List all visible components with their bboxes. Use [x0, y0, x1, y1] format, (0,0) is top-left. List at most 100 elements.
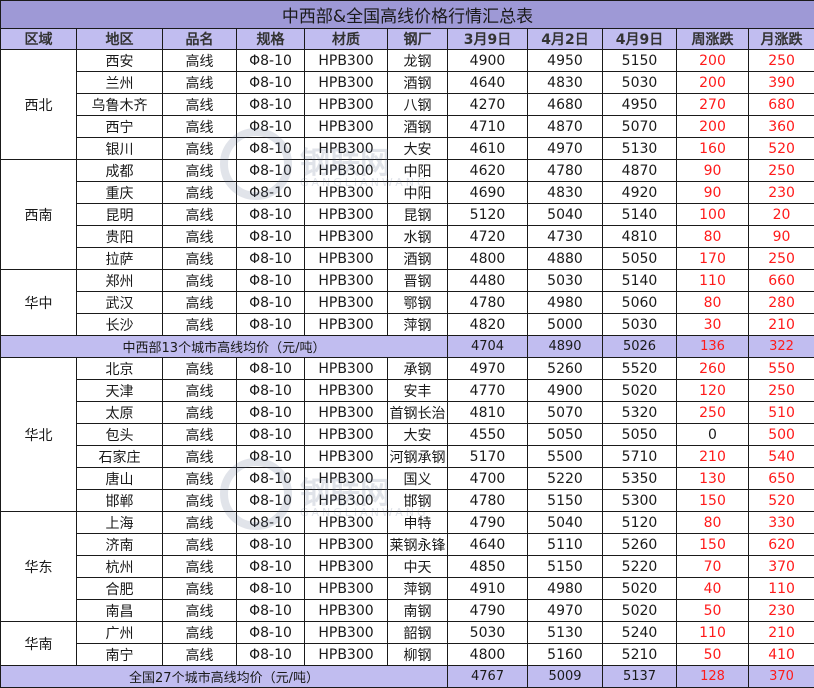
city-cell: 乌鲁木齐: [77, 94, 163, 116]
product-cell: 高线: [163, 490, 237, 512]
month-change-average: 370: [749, 666, 814, 688]
material-cell: HPB300: [305, 248, 388, 270]
spec-cell: Φ8-10: [237, 116, 305, 138]
month-change-cell: 410: [749, 644, 814, 666]
column-header: 4月9日: [603, 29, 677, 50]
week-change-cell: 270: [677, 94, 749, 116]
mill-cell: 大安: [388, 138, 448, 160]
apr9-cell: 5210: [603, 644, 677, 666]
spec-cell: Φ8-10: [237, 600, 305, 622]
spec-cell: Φ8-10: [237, 446, 305, 468]
material-cell: HPB300: [305, 622, 388, 644]
month-change-cell: 500: [749, 424, 814, 446]
week-change-cell: 120: [677, 380, 749, 402]
month-change-cell: 90: [749, 226, 814, 248]
apr9-cell: 5050: [603, 424, 677, 446]
week-change-cell: 0: [677, 424, 749, 446]
region-label: 华中: [1, 270, 77, 336]
month-change-cell: 230: [749, 600, 814, 622]
apr2-average: 4890: [528, 336, 603, 358]
city-cell: 合肥: [77, 578, 163, 600]
mill-cell: 酒钢: [388, 72, 448, 94]
product-cell: 高线: [163, 446, 237, 468]
product-cell: 高线: [163, 226, 237, 248]
mill-cell: 柳钢: [388, 644, 448, 666]
mill-cell: 安丰: [388, 380, 448, 402]
material-cell: HPB300: [305, 534, 388, 556]
week-change-cell: 200: [677, 50, 749, 72]
city-cell: 南昌: [77, 600, 163, 622]
mar9-cell: 4800: [448, 644, 528, 666]
region-label: 华北: [1, 358, 77, 512]
city-cell: 上海: [77, 512, 163, 534]
mar9-cell: 4770: [448, 380, 528, 402]
week-change-cell: 80: [677, 292, 749, 314]
mar9-cell: 5030: [448, 622, 528, 644]
product-cell: 高线: [163, 358, 237, 380]
week-change-average: 136: [677, 336, 749, 358]
mill-cell: 莱钢永锋: [388, 534, 448, 556]
product-cell: 高线: [163, 204, 237, 226]
material-cell: HPB300: [305, 358, 388, 380]
city-cell: 包头: [77, 424, 163, 446]
week-change-cell: 150: [677, 490, 749, 512]
month-change-cell: 390: [749, 72, 814, 94]
week-change-cell: 80: [677, 226, 749, 248]
week-change-cell: 30: [677, 314, 749, 336]
material-cell: HPB300: [305, 556, 388, 578]
apr9-cell: 5240: [603, 622, 677, 644]
apr9-cell: 4950: [603, 94, 677, 116]
apr2-cell: 5220: [528, 468, 603, 490]
product-cell: 高线: [163, 248, 237, 270]
spec-cell: Φ8-10: [237, 622, 305, 644]
spec-cell: Φ8-10: [237, 314, 305, 336]
region-label: 西南: [1, 160, 77, 270]
mill-cell: 鄂钢: [388, 292, 448, 314]
product-cell: 高线: [163, 270, 237, 292]
mar9-average: 4704: [448, 336, 528, 358]
product-cell: 高线: [163, 380, 237, 402]
column-header: 月涨跌: [749, 29, 814, 50]
apr9-cell: 5020: [603, 380, 677, 402]
city-cell: 长沙: [77, 314, 163, 336]
mill-cell: 韶钢: [388, 622, 448, 644]
month-change-cell: 230: [749, 182, 814, 204]
apr2-cell: 4730: [528, 226, 603, 248]
week-change-cell: 90: [677, 160, 749, 182]
material-cell: HPB300: [305, 314, 388, 336]
mar9-cell: 4810: [448, 402, 528, 424]
month-change-cell: 520: [749, 490, 814, 512]
material-cell: HPB300: [305, 182, 388, 204]
column-header: 3月9日: [448, 29, 528, 50]
week-change-cell: 80: [677, 512, 749, 534]
month-change-cell: 650: [749, 468, 814, 490]
material-cell: HPB300: [305, 424, 388, 446]
month-change-cell: 550: [749, 358, 814, 380]
mar9-cell: 4700: [448, 468, 528, 490]
mar9-cell: 4800: [448, 248, 528, 270]
apr9-average: 5137: [603, 666, 677, 688]
product-cell: 高线: [163, 94, 237, 116]
material-cell: HPB300: [305, 94, 388, 116]
apr2-cell: 4980: [528, 578, 603, 600]
product-cell: 高线: [163, 534, 237, 556]
mar9-cell: 4480: [448, 270, 528, 292]
mar9-cell: 5170: [448, 446, 528, 468]
city-cell: 西安: [77, 50, 163, 72]
column-header: 地区: [77, 29, 163, 50]
month-change-cell: 110: [749, 578, 814, 600]
apr2-cell: 5000: [528, 314, 603, 336]
mill-cell: 晋钢: [388, 270, 448, 292]
spec-cell: Φ8-10: [237, 512, 305, 534]
spec-cell: Φ8-10: [237, 402, 305, 424]
apr9-cell: 5140: [603, 204, 677, 226]
city-cell: 成都: [77, 160, 163, 182]
